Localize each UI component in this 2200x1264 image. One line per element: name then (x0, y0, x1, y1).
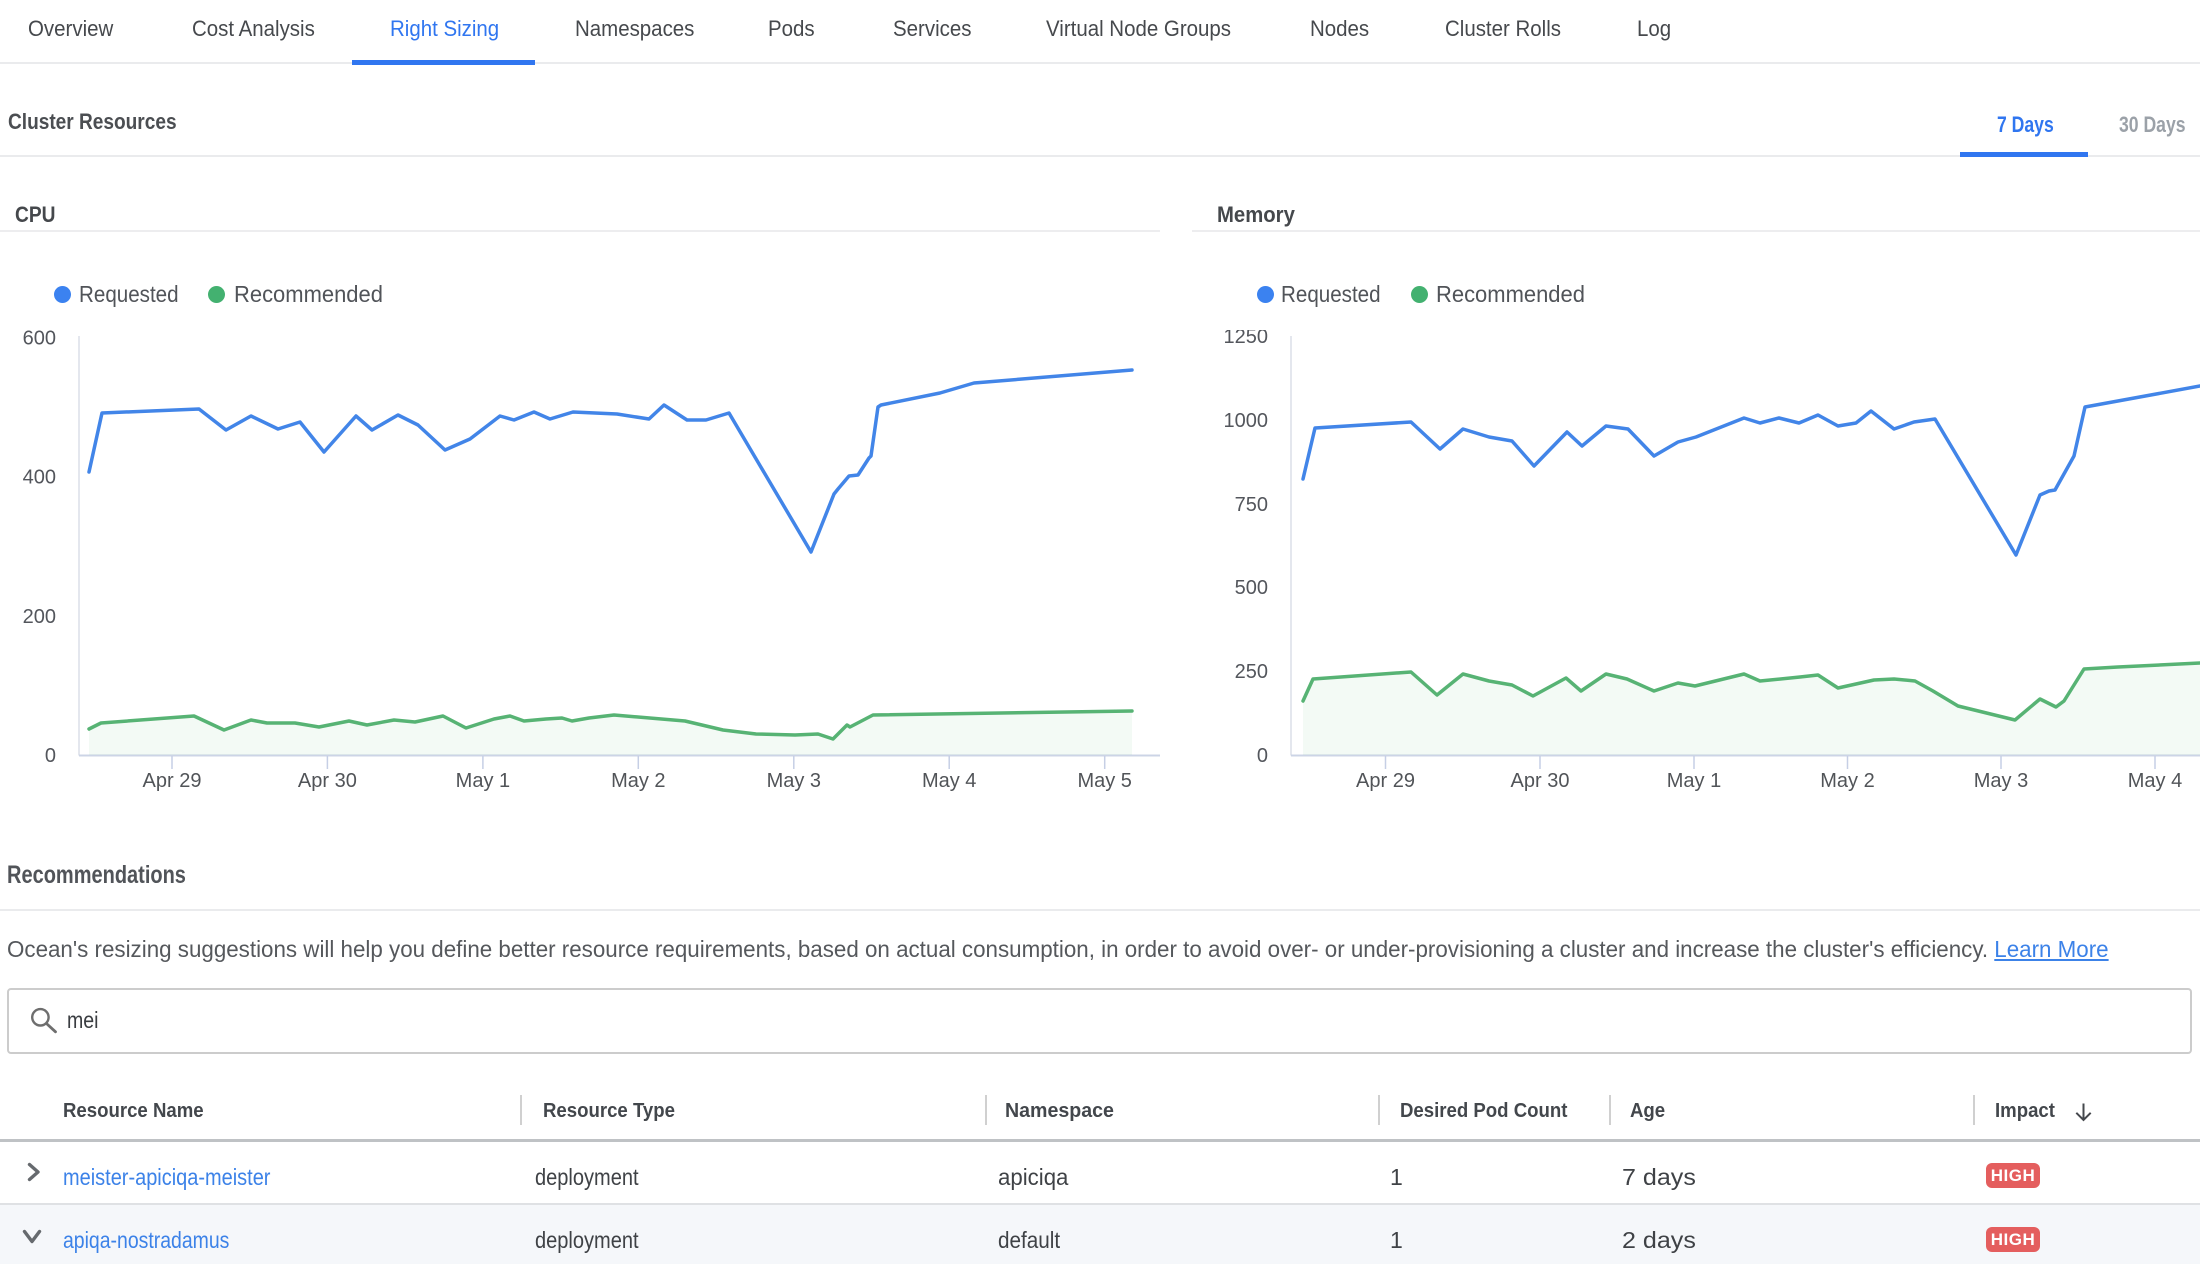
svg-text:May 3: May 3 (767, 770, 821, 792)
svg-text:May 4: May 4 (922, 770, 976, 792)
svg-text:Apr 30: Apr 30 (1511, 770, 1570, 792)
svg-text:500: 500 (1235, 577, 1268, 599)
svg-text:May 1: May 1 (1667, 770, 1721, 792)
svg-text:Apr 29: Apr 29 (1356, 770, 1415, 792)
svg-text:Apr 29: Apr 29 (143, 770, 202, 792)
svg-text:400: 400 (23, 467, 56, 489)
svg-text:0: 0 (1257, 745, 1268, 767)
svg-text:Apr 30: Apr 30 (298, 770, 357, 792)
svg-text:May 2: May 2 (611, 770, 665, 792)
svg-text:750: 750 (1235, 494, 1268, 516)
svg-text:200: 200 (23, 606, 56, 628)
svg-text:1250: 1250 (1224, 330, 1269, 348)
svg-text:May 1: May 1 (456, 770, 510, 792)
svg-text:May 3: May 3 (1974, 770, 2028, 792)
svg-text:May 2: May 2 (1820, 770, 1874, 792)
svg-text:0: 0 (45, 745, 56, 767)
svg-text:May 4: May 4 (2128, 770, 2182, 792)
svg-text:250: 250 (1235, 661, 1268, 683)
svg-text:1000: 1000 (1224, 410, 1269, 432)
svg-text:600: 600 (23, 330, 56, 350)
svg-text:May 5: May 5 (1077, 770, 1131, 792)
